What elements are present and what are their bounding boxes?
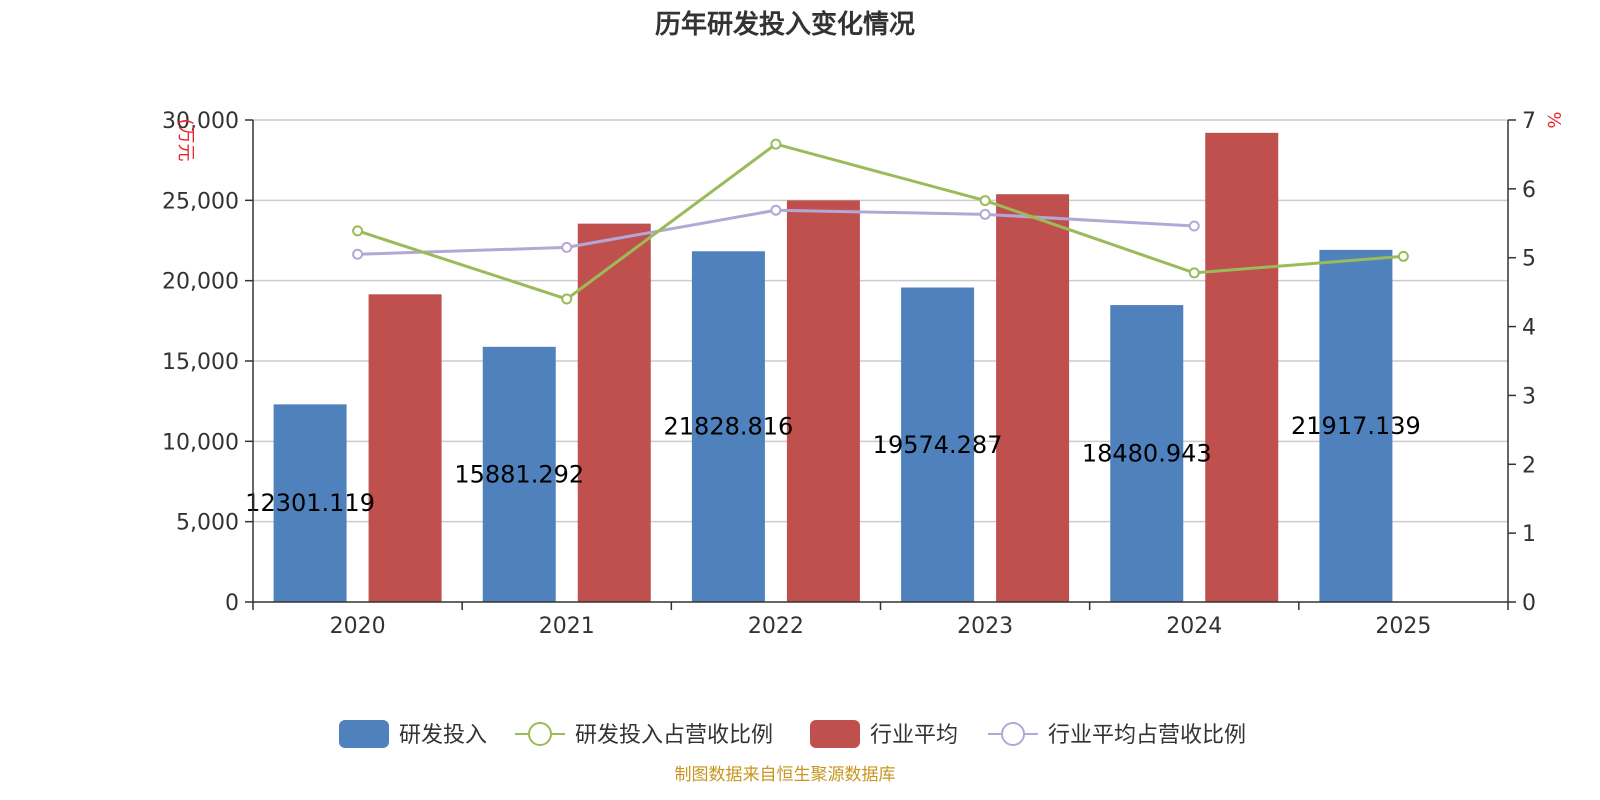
legend-label-1: 研发投入占营收比例	[575, 723, 773, 748]
series-lines	[352, 138, 1409, 305]
left-axis-tick-label: 20,000	[162, 270, 239, 295]
left-axis-tick-label: 15,000	[162, 350, 239, 375]
legend-marker-1	[528, 722, 552, 746]
bar-industry-2023	[996, 194, 1070, 602]
industry-ratio-point	[979, 208, 991, 220]
x-axis-tick-label: 2025	[1375, 614, 1431, 639]
right-axis-tick-label: 6	[1522, 178, 1536, 203]
axes: 05,00010,00015,00020,00025,00030,0000123…	[162, 109, 1536, 639]
industry-ratio-point	[1188, 220, 1200, 232]
left-axis-tick-label: 25,000	[162, 189, 239, 214]
legend-label-0: 研发投入	[399, 723, 487, 748]
x-axis-tick-label: 2022	[748, 614, 804, 639]
bar-industry-2020	[368, 294, 442, 602]
rd-ratio-line	[357, 142, 1404, 301]
right-axis-tick-label: 7	[1522, 109, 1536, 134]
x-axis-tick-label: 2023	[957, 614, 1013, 639]
source-note: 制图数据来自恒生聚源数据库	[675, 765, 896, 785]
bar-rd-2025	[1319, 249, 1393, 603]
legend-label-3: 行业平均占营收比例	[1048, 723, 1246, 748]
chart-title: 历年研发投入变化情况	[655, 9, 915, 40]
data-label-2023: 19574.287	[873, 431, 1003, 459]
right-axis-tick-label: 0	[1522, 591, 1536, 616]
rd-ratio-point	[561, 293, 573, 305]
bar-rd-2021	[482, 346, 556, 602]
right-axis-tick-label: 4	[1522, 316, 1536, 341]
left-axis-tick-label: 30,000	[162, 109, 239, 134]
x-axis-tick-label: 2021	[539, 614, 595, 639]
rd-ratio-point	[352, 225, 364, 237]
left-axis-tick-label: 5,000	[176, 511, 239, 536]
data-label-2021: 15881.292	[454, 460, 584, 488]
data-labels: 12301.119 15881.292 21828.816 19574.287 1848…	[245, 412, 1421, 517]
right-axis-tick-label: 2	[1522, 453, 1536, 478]
right-axis-unit: %	[1543, 111, 1564, 128]
gridlines	[253, 119, 1508, 523]
right-axis-tick-label: 1	[1522, 522, 1536, 547]
legend-label-2: 行业平均	[870, 723, 958, 748]
bar-rd-2024	[1110, 305, 1184, 602]
data-label-2025: 21917.139	[1291, 412, 1421, 440]
data-label-2022: 21828.816	[664, 413, 794, 441]
legend-swatch-0	[339, 720, 389, 748]
data-label-2020: 12301.119	[245, 489, 375, 517]
left-axis-unit: (万元	[175, 118, 196, 161]
x-axis-tick-label: 2024	[1166, 614, 1222, 639]
industry-ratio-point	[352, 248, 364, 260]
bar-rd-2023	[901, 287, 975, 602]
right-axis-tick-label: 3	[1522, 384, 1536, 409]
industry-ratio-point	[561, 241, 573, 253]
rd-ratio-point	[1188, 267, 1200, 279]
legend-swatch-2	[810, 720, 860, 748]
left-axis-tick-label: 10,000	[162, 430, 239, 455]
rd-ratio-point	[1397, 250, 1409, 262]
bars	[273, 132, 1393, 603]
data-label-2024: 18480.943	[1082, 440, 1212, 468]
rd-ratio-point	[770, 138, 782, 150]
right-axis-tick-label: 5	[1522, 247, 1536, 272]
rd-ratio-point	[979, 195, 991, 207]
bar-rd-2020	[273, 404, 347, 602]
bar-industry-2024	[1205, 132, 1279, 602]
legend-marker-3	[1001, 722, 1025, 746]
bar-rd-2022	[691, 251, 765, 602]
left-axis-tick-label: 0	[225, 591, 239, 616]
industry-ratio-point	[770, 204, 782, 216]
x-axis-tick-label: 2020	[330, 614, 386, 639]
legend: 研发投入 研发投入占营收比例 行业平均 行业平均占营收比例	[339, 720, 1246, 748]
bar-industry-2021	[577, 223, 651, 602]
bar-industry-2022	[786, 200, 860, 603]
